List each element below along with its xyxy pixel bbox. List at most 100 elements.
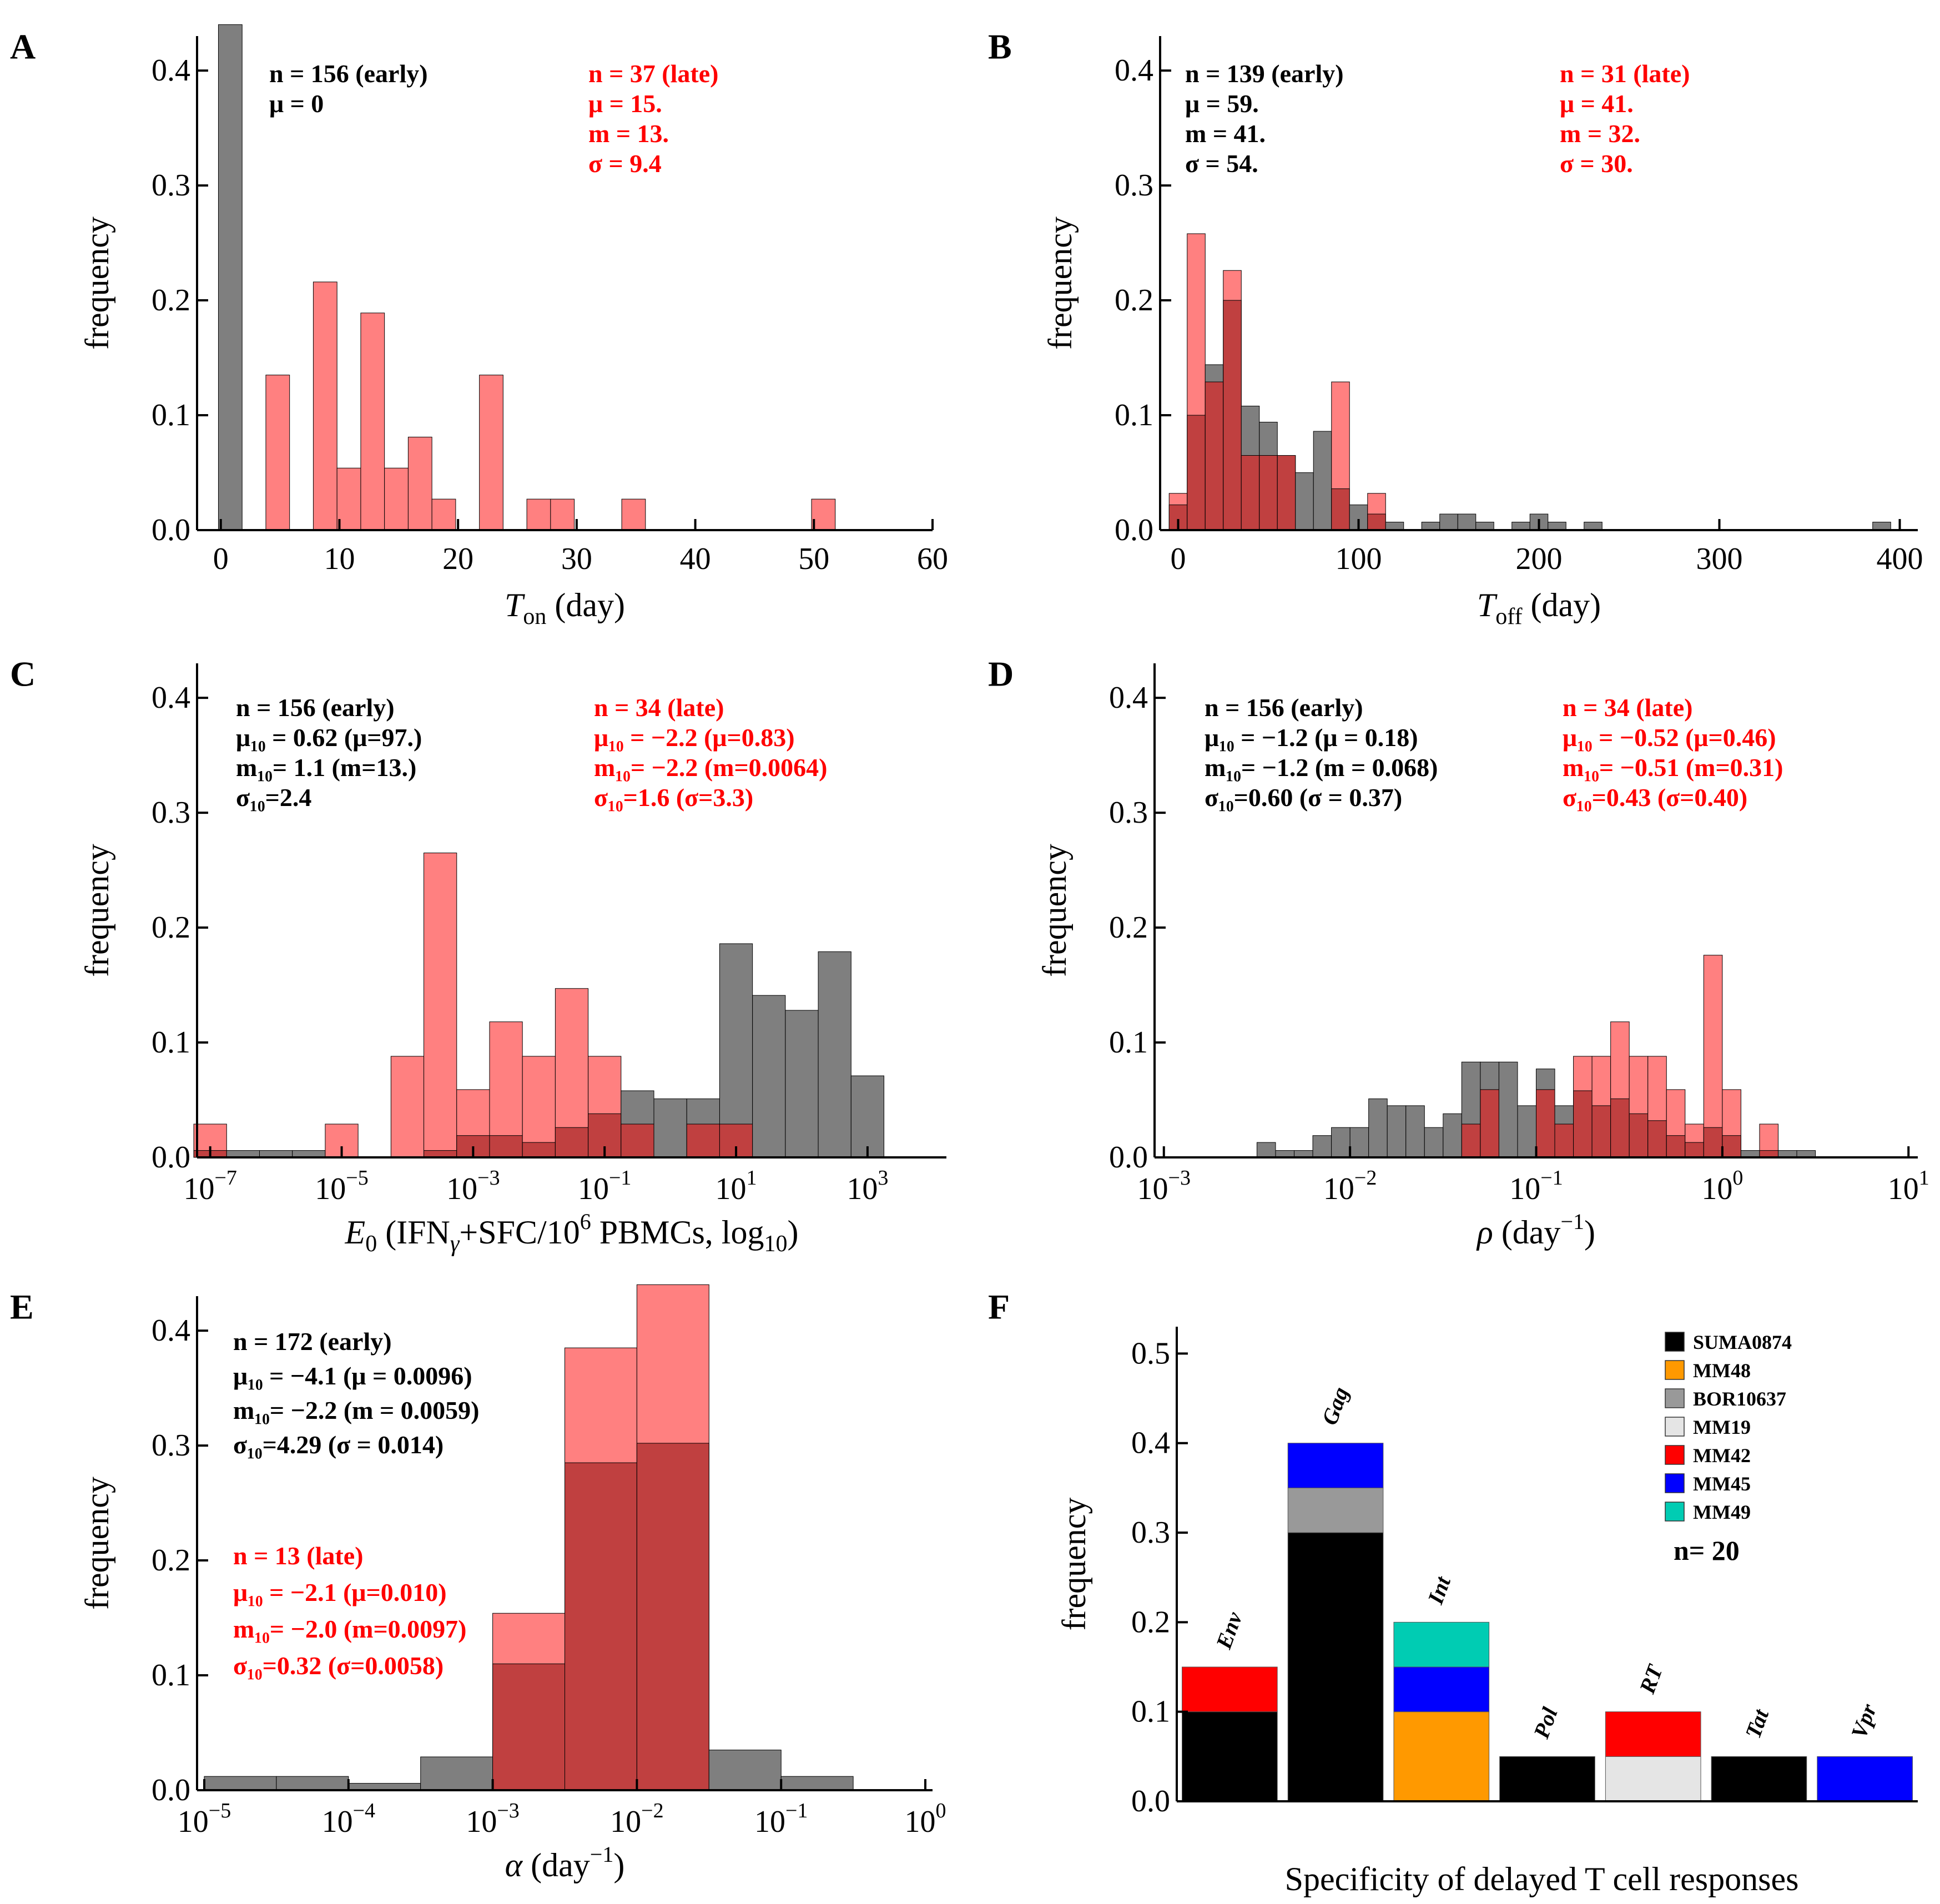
stats-late-B-1: μ = 41. [1560,89,1634,118]
bar-early-B-14 [1421,522,1440,531]
stats-late-E-3: σ₁₀=0.32 (σ=0.0058) [233,1651,444,1680]
stats-late-C-1: μ₁₀ = −2.2 (μ=0.83) [594,723,795,752]
bar-overlap-D-11 [1461,1124,1481,1158]
x-tick-label-E-2: 10−3 [466,1799,519,1839]
bar-overlap-E-6 [636,1443,709,1791]
tick-exponent: −3 [497,1799,519,1822]
y-tick-label-B-3: 0.3 [1115,168,1153,203]
x-tick-label-E-1: 10−4 [322,1799,375,1839]
tick-exponent: −1 [1540,1166,1563,1190]
x-axis-label-E: α (day−1) [505,1842,625,1883]
tick-exponent: −4 [353,1799,375,1822]
y-tick-label-B-4: 0.4 [1115,53,1153,88]
panel-letter-C: C [10,654,36,694]
tick-base: 10 [1701,1172,1732,1206]
tick-base: 10 [315,1172,346,1206]
xlabel-after2: +SFC/10 [459,1214,580,1251]
bar-late-A-13 [526,498,551,531]
bar-late-A-4 [313,281,337,531]
stats-early-A-0: n = 156 (early) [269,59,428,88]
x-tick-label-A-1: 10 [324,542,355,576]
bar-early-D-10 [1443,1113,1462,1158]
bar-segment-Gag-SUMA0874 [1287,1532,1384,1802]
bar-overlap-D-21 [1647,1120,1667,1158]
legend-label-MM49: MM49 [1693,1501,1751,1523]
bar-late-A-17 [621,498,646,531]
stats-late-A-0: n = 37 (late) [588,59,718,88]
y-axis-label-E: frequency [79,1477,115,1610]
x-tick-label-A-3: 30 [561,542,592,576]
bar-overlap-D-22 [1666,1135,1686,1158]
bar-early-C-20 [850,1075,884,1158]
bar-segment-Env-MM42 [1182,1666,1278,1712]
bar-early-D-5 [1349,1127,1369,1158]
x-tick-label-C-3: 10−1 [578,1166,631,1206]
bar-overlap-B-1 [1187,415,1206,531]
stats-early-D-2: m₁₀= −1.2 (m = 0.068) [1205,753,1438,782]
stats-late-A-1: μ = 15. [588,89,662,118]
legend-swatch-MM19 [1665,1417,1685,1437]
bar-early-E-3 [420,1756,493,1791]
bar-early-D-7 [1387,1105,1407,1158]
xlabel-sup: −1 [1560,1209,1584,1234]
bar-overlap-D-24 [1703,1127,1723,1158]
stats-early-C-1: μ₁₀ = 0.62 (μ=97.) [236,723,422,752]
bar-overlap-B-3 [1223,300,1242,531]
bar-overlap-D-23 [1685,1142,1704,1158]
bar-overlap-D-15 [1536,1089,1555,1158]
y-tick-label-A-0: 0.0 [152,513,190,547]
xlabel-sub2: γ [450,1231,460,1257]
bar-overlap-B-5 [1259,455,1278,531]
x-tick-label-B-2: 200 [1516,542,1563,576]
bar-early-D-3 [1312,1135,1332,1158]
tick-base: 10 [322,1805,353,1839]
stats-early-C-3: σ₁₀=2.4 [236,783,311,812]
x-tick-label-C-1: 10−5 [315,1166,368,1206]
tick-exponent: 0 [1732,1166,1743,1190]
y-tick-label-E-4: 0.4 [152,1313,190,1348]
xlabel-after: (day [522,1847,590,1883]
bar-early-B-7 [1295,472,1314,531]
xlabel-sub: 0 [365,1231,377,1257]
x-tick-label-D-0: 10−3 [1137,1166,1191,1206]
y-tick-label-D-3: 0.3 [1109,795,1148,830]
xlabel-after: (IFN [377,1214,450,1251]
legend-swatch-SUMA0874 [1665,1332,1685,1352]
bar-early-E-1 [276,1776,349,1791]
y-axis-label-C: frequency [79,844,115,977]
y-tick-label-D-0: 0.0 [1109,1140,1148,1175]
legend-label-MM19: MM19 [1693,1416,1751,1438]
bar-overlap-C-15 [686,1124,720,1158]
n-label-F: n= 20 [1674,1535,1740,1566]
legend-swatch-MM45 [1665,1473,1685,1493]
tick-base: 10 [905,1805,936,1839]
tick-base: 10 [1323,1172,1354,1206]
x-tick-label-C-5: 103 [846,1166,888,1206]
xlabel-after3: PBMCs, log [591,1214,764,1251]
tick-base: 10 [578,1172,609,1206]
y-tick-label-C-1: 0.1 [152,1025,190,1060]
xlabel-after4: ) [787,1214,798,1251]
y-axis-label-A: frequency [79,216,115,350]
bar-segment-Int-MM45 [1393,1666,1490,1712]
x-tick-label-E-5: 100 [905,1799,946,1839]
panel-letter-F: F [988,1287,1010,1327]
x-tick-label-E-3: 10−2 [610,1799,663,1839]
bar-early-B-23 [1584,522,1603,531]
bar-late-C-6 [390,1056,425,1158]
tick-exponent: 0 [936,1799,946,1822]
legend-swatch-MM49 [1665,1502,1685,1522]
y-tick-label-D-4: 0.4 [1109,681,1148,715]
tick-exponent: −2 [1354,1166,1377,1190]
tick-base: 10 [178,1805,209,1839]
y-tick-label-B-2: 0.2 [1115,283,1153,318]
panels-root: A0.00.10.20.30.40 10 20 30 40 50 60frequencyTo… [10,24,1929,1897]
bar-late-A-25 [811,498,836,531]
x-axis-label-F: Specificity of delayed T cell responses [1285,1861,1799,1897]
xlabel-main: α [505,1847,523,1883]
panel-E: E0.00.10.20.30.410−5 10−4 10−3 10−2 10−1 100f… [10,1284,946,1883]
panel-letter-D: D [988,654,1014,694]
legend-label-MM48: MM48 [1693,1359,1751,1382]
x-axis-label-C: E0 (IFNγ+SFC/106 PBMCs, log10) [345,1209,799,1257]
stats-early-E-2: m₁₀= −2.2 (m = 0.0059) [233,1396,480,1424]
